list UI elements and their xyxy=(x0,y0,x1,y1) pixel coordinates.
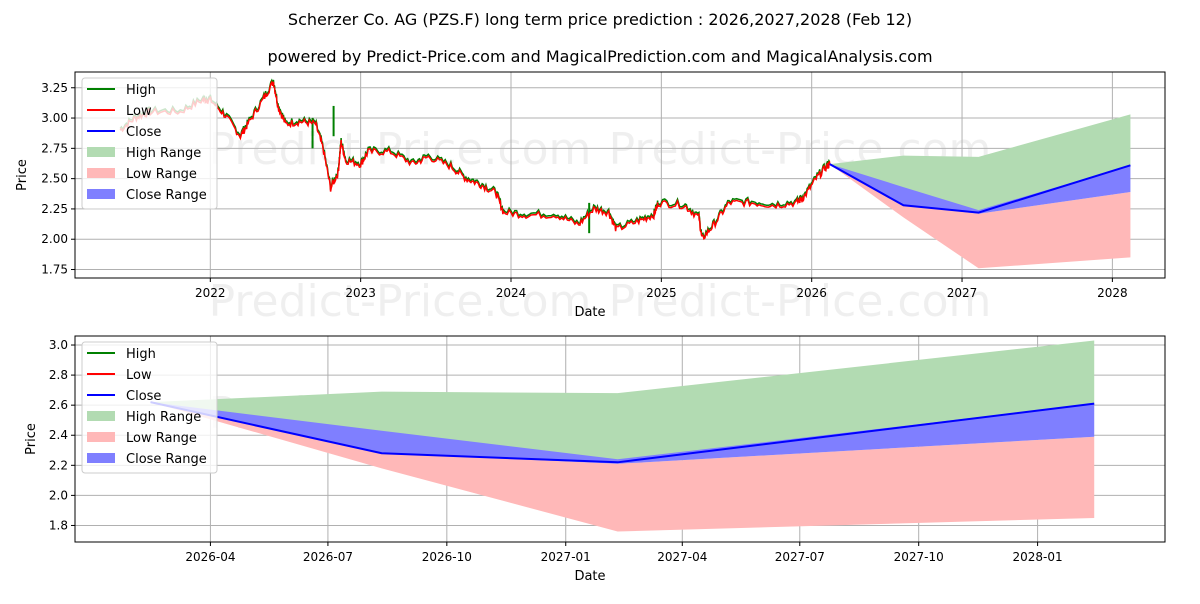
x-tick-label: 2026-04 xyxy=(185,550,235,564)
x-tick-label: 2027-01 xyxy=(541,550,591,564)
x-axis-label: Date xyxy=(574,305,605,320)
x-tick-label: 2027-07 xyxy=(775,550,825,564)
y-tick-label: 2.4 xyxy=(49,428,68,442)
legend-swatch-low-range xyxy=(87,168,115,178)
x-tick-label: 2022 xyxy=(195,286,226,300)
y-tick-label: 2.0 xyxy=(49,488,68,502)
low-range-area xyxy=(829,164,1131,269)
watermark: Predict-Price.com xyxy=(609,276,992,327)
y-axis-label: Price xyxy=(15,159,30,191)
x-tick-label: 2024 xyxy=(496,286,527,300)
legend-label: Low xyxy=(126,104,152,119)
close-line xyxy=(150,401,1095,464)
watermark: Predict-Price.com xyxy=(209,276,592,327)
y-tick-label: 2.50 xyxy=(41,172,68,186)
y-tick-label: 2.75 xyxy=(41,141,68,155)
x-tick-label: 2027-04 xyxy=(657,550,707,564)
y-tick-label: 2.6 xyxy=(49,398,68,412)
plot-area xyxy=(150,340,1095,532)
bottom-chart: Predict-Price.comPredict-Price.com2026-0… xyxy=(24,335,1166,584)
y-axis-label: Price xyxy=(24,423,39,455)
close-range-area xyxy=(829,164,1131,214)
legend-label: Close xyxy=(126,125,161,140)
y-tick-label: 2.00 xyxy=(41,232,68,246)
y-tick-label: 1.8 xyxy=(49,518,68,532)
legend-label: High xyxy=(126,83,156,98)
legend-label: Close Range xyxy=(126,452,207,467)
x-tick-label: 2027 xyxy=(947,286,978,300)
legend-swatch-close-range xyxy=(87,189,115,199)
top-chart: Predict-Price.com Predict-Price.com Predic… xyxy=(15,71,1166,327)
legend-box xyxy=(81,341,218,474)
axes-frame xyxy=(74,335,1166,543)
legend-label: Close Range xyxy=(126,188,207,203)
x-tick-label: 2028-01 xyxy=(1013,550,1063,564)
watermark: Predict-Price.com xyxy=(209,124,592,175)
y-tick-label: 1.75 xyxy=(41,263,68,277)
y-tick-label: 3.25 xyxy=(41,81,68,95)
legend-swatch-high-range xyxy=(87,147,115,157)
legend-label: Low Range xyxy=(126,431,197,446)
legend-label: Close xyxy=(126,389,161,404)
close-line xyxy=(829,163,1131,214)
legend-label: High xyxy=(126,347,156,362)
axes-frame xyxy=(74,71,1166,279)
legend-box xyxy=(81,77,218,210)
legend-swatch-close-range xyxy=(87,453,115,463)
legend-label: Low xyxy=(126,368,152,383)
x-tick-label: 2026-10 xyxy=(422,550,472,564)
legend: High Low Close High Range Low Range Close Ran… xyxy=(81,341,218,474)
x-tick-label: 2027-10 xyxy=(894,550,944,564)
legend: High Low Close High Range Low Range Close Ran… xyxy=(81,77,218,210)
y-tick-label: 3.0 xyxy=(49,338,68,352)
legend-label: High Range xyxy=(126,410,201,425)
close-range-area xyxy=(150,402,1095,464)
y-tick-label: 3.00 xyxy=(41,111,68,125)
x-tick-label: 2023 xyxy=(345,286,376,300)
x-tick-label: 2028 xyxy=(1097,286,1128,300)
chart-title: Scherzer Co. AG (PZS.F) long term price … xyxy=(288,10,912,29)
x-tick-label: 2026 xyxy=(796,286,827,300)
y-tick-label: 2.25 xyxy=(41,202,68,216)
x-tick-label: 2025 xyxy=(646,286,677,300)
y-tick-label: 2.2 xyxy=(49,458,68,472)
plot-area xyxy=(119,78,1131,269)
low-line xyxy=(119,80,831,241)
y-tick-label: 2.8 xyxy=(49,368,68,382)
legend-swatch-high-range xyxy=(87,411,115,421)
low-range-area xyxy=(150,402,1095,532)
legend-swatch-low-range xyxy=(87,432,115,442)
legend-label: Low Range xyxy=(126,167,197,182)
legend-label: High Range xyxy=(126,146,201,161)
x-axis-label: Date xyxy=(574,569,605,584)
x-tick-label: 2026-07 xyxy=(303,550,353,564)
chart-subtitle: powered by Predict-Price.com and Magical… xyxy=(267,47,932,66)
